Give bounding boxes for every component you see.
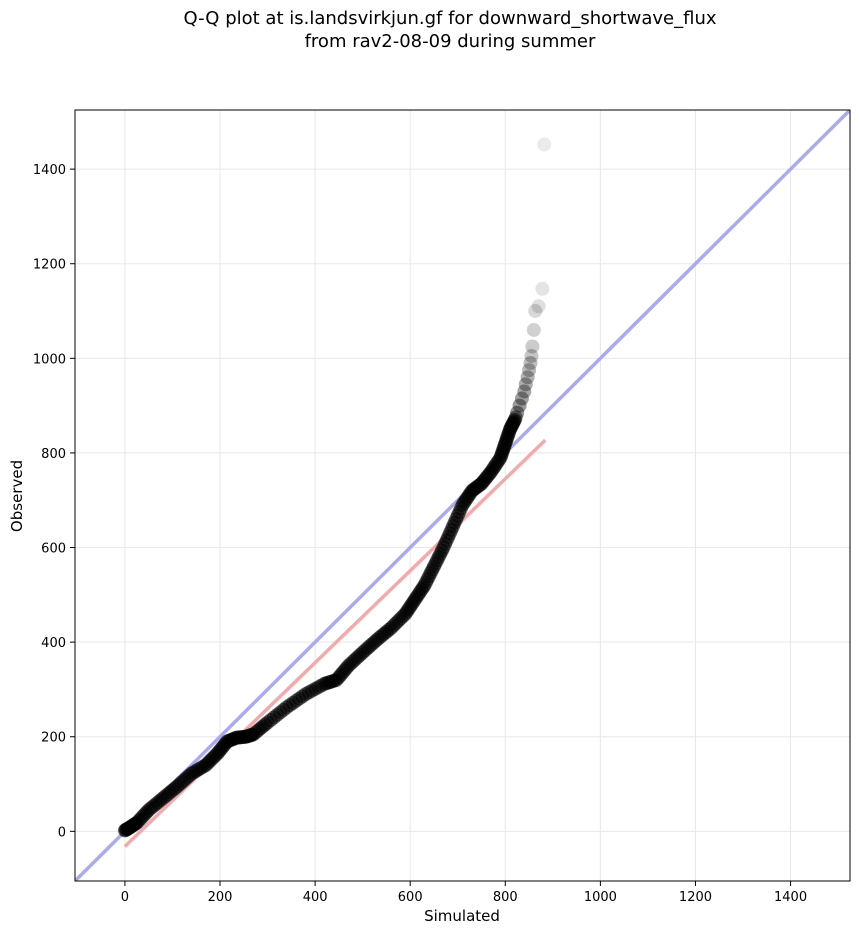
chart-title: Q-Q plot at is.landsvirkjun.gf for downw… bbox=[183, 8, 717, 29]
tail-point bbox=[531, 299, 546, 314]
y-tick-label: 1400 bbox=[33, 163, 66, 178]
x-tick-label: 800 bbox=[493, 890, 518, 905]
tail-point bbox=[526, 322, 541, 337]
chart-subtitle: from rav2-08-09 during summer bbox=[304, 31, 596, 52]
x-tick-label: 400 bbox=[303, 890, 328, 905]
tail-point bbox=[510, 405, 525, 420]
plot-frame bbox=[74, 109, 851, 882]
tail-point bbox=[525, 339, 540, 354]
x-axis-label: Simulated bbox=[424, 907, 500, 925]
tail-point bbox=[535, 281, 550, 296]
x-tick-label: 1400 bbox=[774, 890, 807, 905]
x-tick-label: 0 bbox=[121, 890, 129, 905]
y-tick-label: 0 bbox=[58, 825, 66, 840]
tail-point bbox=[508, 410, 523, 425]
data-point bbox=[507, 412, 522, 427]
tail-point bbox=[524, 348, 539, 363]
tail-point bbox=[514, 391, 529, 406]
tail-point bbox=[518, 377, 533, 392]
x-tick-label: 200 bbox=[208, 890, 233, 905]
y-tick-label: 400 bbox=[41, 636, 66, 651]
data-points bbox=[117, 137, 552, 838]
tail-point bbox=[512, 398, 527, 413]
y-tick-label: 1000 bbox=[33, 352, 66, 367]
tail-point bbox=[522, 363, 537, 378]
tail-point bbox=[523, 356, 538, 371]
tail-point bbox=[517, 384, 532, 399]
tail-point bbox=[528, 304, 543, 319]
y-tick-label: 1200 bbox=[33, 258, 66, 273]
y-tick-label: 600 bbox=[41, 542, 66, 557]
tail-point bbox=[520, 370, 535, 385]
y-axis-label: Observed bbox=[8, 460, 26, 532]
x-tick-label: 1200 bbox=[679, 890, 712, 905]
x-tick-label: 1000 bbox=[584, 890, 617, 905]
axis-ticks: 0 200 400 600 800 1000 1200 1400 0 200 400 600 800 10… bbox=[33, 163, 807, 905]
x-tick-label: 600 bbox=[398, 890, 423, 905]
y-tick-label: 200 bbox=[41, 731, 66, 746]
y-tick-label: 800 bbox=[41, 447, 66, 462]
tail-point bbox=[537, 137, 552, 152]
